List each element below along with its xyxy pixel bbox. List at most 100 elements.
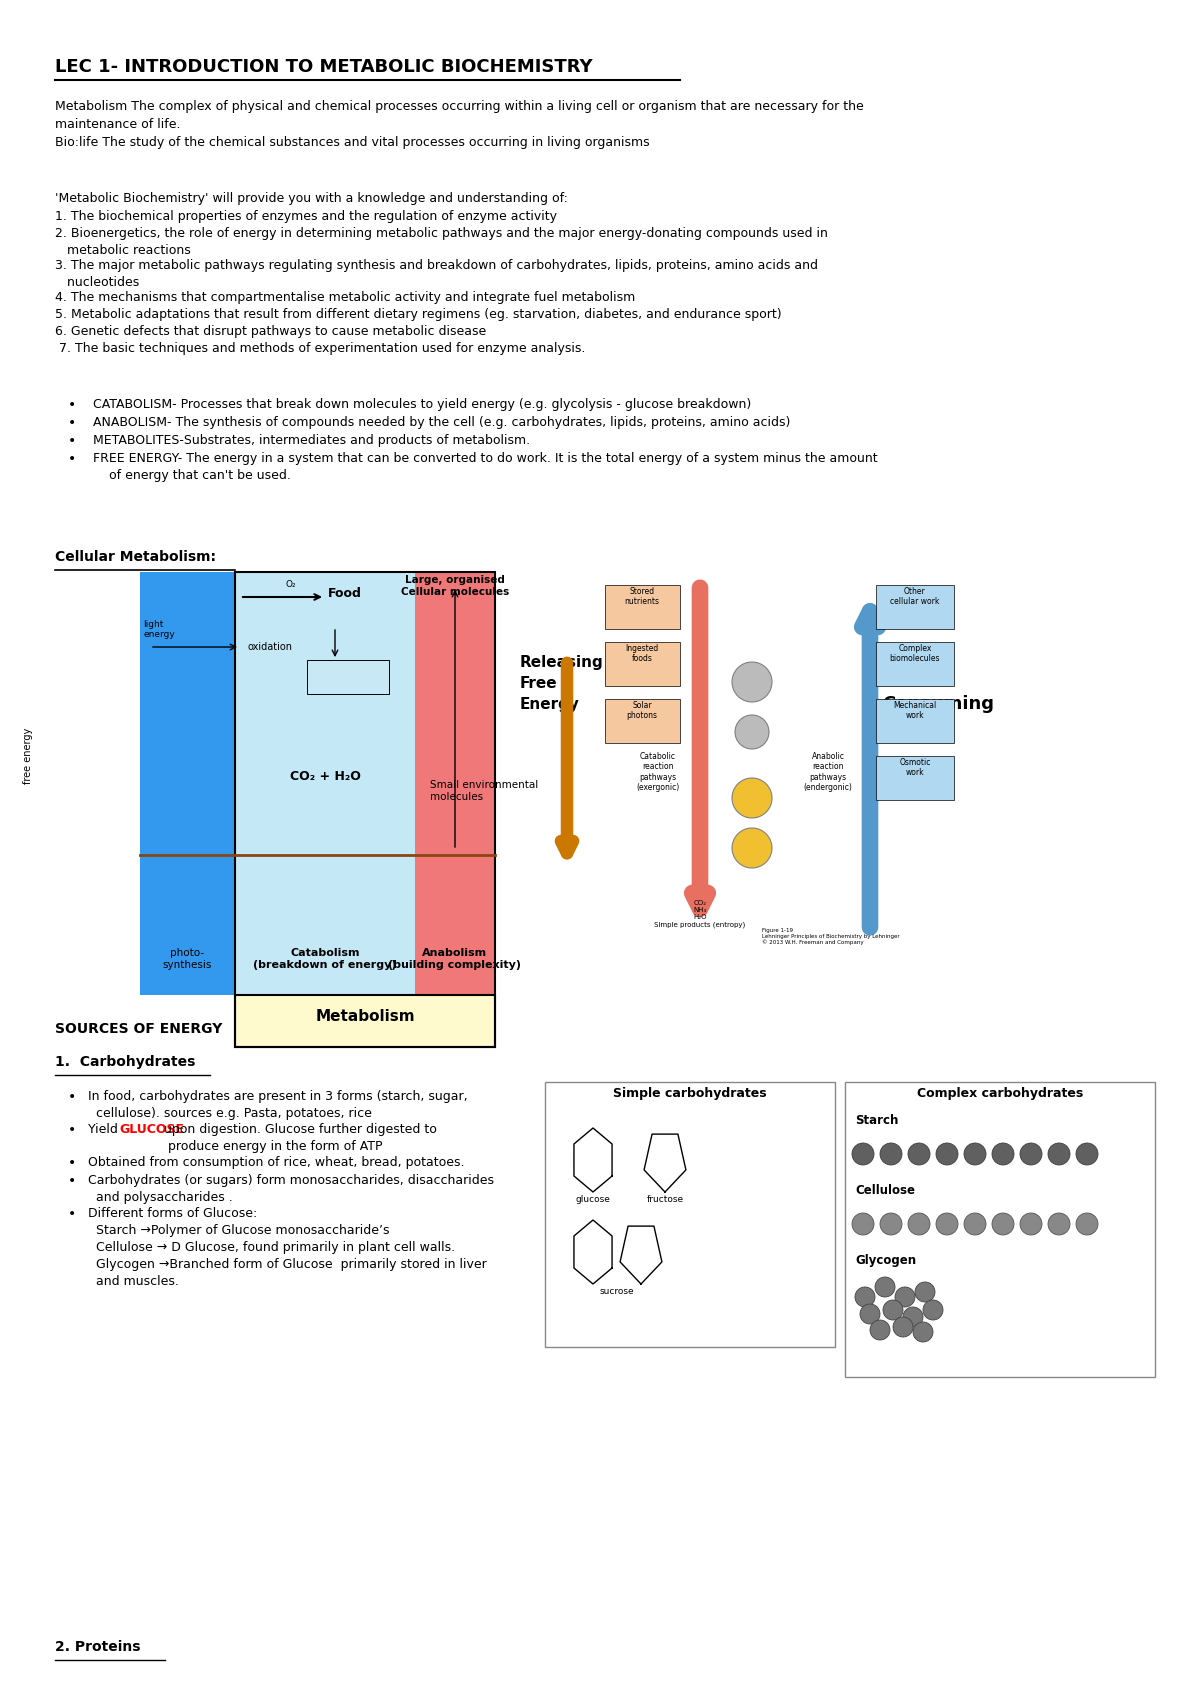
Circle shape [992, 1212, 1014, 1234]
Text: •: • [68, 1173, 77, 1189]
Bar [876, 642, 954, 686]
Text: Catabolism
(breakdown of energy): Catabolism (breakdown of energy) [253, 947, 397, 970]
Text: Carbohydrates (or sugars) form monosaccharides, disaccharides
  and polysacchari: Carbohydrates (or sugars) form monosacch… [88, 1173, 494, 1204]
Text: Simple carbohydrates: Simple carbohydrates [613, 1087, 767, 1100]
Text: NAD+/
+: NAD+/ + [742, 676, 763, 686]
Text: CO₂
NH₃
H₂O
Simple products (entropy): CO₂ NH₃ H₂O Simple products (entropy) [654, 900, 745, 927]
Text: Anabolic
reaction
pathways
(endergonic): Anabolic reaction pathways (endergonic) [804, 752, 852, 793]
Circle shape [908, 1212, 930, 1234]
Circle shape [880, 1212, 902, 1234]
Bar [876, 756, 954, 800]
Circle shape [936, 1143, 958, 1165]
Bar [545, 1082, 835, 1347]
Bar [235, 856, 415, 941]
Text: FREE ENERGY- The energy in a system that can be converted to do work. It is the : FREE ENERGY- The energy in a system that… [94, 452, 877, 482]
Text: •: • [68, 1122, 77, 1138]
Circle shape [883, 1301, 904, 1319]
Text: Starch: Starch [854, 1114, 899, 1127]
Text: Food: Food [328, 588, 362, 599]
Text: Osmotic
work: Osmotic work [899, 757, 931, 778]
Circle shape [732, 778, 772, 818]
Circle shape [1076, 1212, 1098, 1234]
Text: LEC 1- INTRODUCTION TO METABOLIC BIOCHEMISTRY: LEC 1- INTRODUCTION TO METABOLIC BIOCHEM… [55, 58, 593, 76]
Circle shape [1020, 1212, 1042, 1234]
Bar [235, 995, 496, 1048]
Bar [605, 586, 680, 628]
Text: Ingested
foods: Ingested foods [625, 644, 659, 664]
Text: oxidation: oxidation [247, 642, 292, 652]
Bar [235, 572, 496, 1048]
Text: Mechanical
work: Mechanical work [893, 701, 937, 720]
Bar [235, 572, 415, 645]
Text: Other
cellular work: Other cellular work [890, 588, 940, 606]
Circle shape [852, 1143, 874, 1165]
Circle shape [893, 1318, 913, 1336]
Text: •: • [68, 1090, 77, 1104]
Text: ATP: ATP [746, 791, 757, 796]
Text: Obtained from consumption of rice, wheat, bread, potatoes.: Obtained from consumption of rice, wheat… [88, 1156, 464, 1168]
Text: 5. Metabolic adaptations that result from different dietary regimens (eg. starva: 5. Metabolic adaptations that result fro… [55, 307, 781, 321]
Text: Chemical
energy: Chemical energy [329, 662, 367, 683]
Bar [876, 586, 954, 628]
Text: •: • [68, 452, 77, 465]
Circle shape [964, 1143, 986, 1165]
Text: 7. The basic techniques and methods of experimentation used for enzyme analysis.: 7. The basic techniques and methods of e… [55, 341, 586, 355]
Text: Metabolism: Metabolism [316, 1009, 415, 1024]
Text: Metabolism The complex of physical and chemical processes occurring within a liv: Metabolism The complex of physical and c… [55, 100, 864, 149]
Circle shape [936, 1212, 958, 1234]
Text: •: • [68, 397, 77, 413]
Text: •: • [68, 416, 77, 430]
Text: 1.  Carbohydrates: 1. Carbohydrates [55, 1054, 196, 1070]
Text: Releasing
Free
Energy: Releasing Free Energy [520, 655, 604, 711]
Bar [140, 572, 235, 941]
Circle shape [854, 1287, 875, 1307]
Circle shape [880, 1143, 902, 1165]
Text: NAD+/
PH: NAD+/ PH [742, 842, 763, 852]
Circle shape [904, 1307, 923, 1328]
Text: •: • [68, 1156, 77, 1170]
Text: ADP: ADP [745, 727, 758, 732]
Text: Catabolic
reaction
pathways
(exergonic): Catabolic reaction pathways (exergonic) [636, 752, 679, 793]
Text: 6. Genetic defects that disrupt pathways to cause metabolic disease: 6. Genetic defects that disrupt pathways… [55, 324, 486, 338]
Text: Large, organised
Cellular molecules: Large, organised Cellular molecules [401, 576, 509, 598]
Text: upon digestion. Glucose further digested to
  produce energy in the form of ATP: upon digestion. Glucose further digested… [160, 1122, 437, 1153]
Bar [415, 572, 496, 941]
Text: CATABOLISM- Processes that break down molecules to yield energy (e.g. glycolysis: CATABOLISM- Processes that break down mo… [94, 397, 751, 411]
Circle shape [732, 829, 772, 868]
Text: •: • [68, 1207, 77, 1221]
Circle shape [875, 1277, 895, 1297]
Text: Cellulose: Cellulose [854, 1184, 916, 1197]
Text: free energy: free energy [23, 728, 34, 784]
Text: 2. Proteins: 2. Proteins [55, 1640, 140, 1654]
Text: photo-
synthesis: photo- synthesis [162, 947, 211, 970]
Circle shape [734, 715, 769, 749]
Text: Small environmental
molecules: Small environmental molecules [430, 779, 539, 803]
Bar [235, 941, 415, 995]
Bar [140, 941, 235, 995]
Circle shape [1048, 1212, 1070, 1234]
Bar [605, 700, 680, 744]
Circle shape [1048, 1143, 1070, 1165]
Circle shape [923, 1301, 943, 1319]
Text: Different forms of Glucose:
  Starch →Polymer of Glucose monosaccharide’s
  Cell: Different forms of Glucose: Starch →Poly… [88, 1207, 487, 1289]
Text: Glycogen: Glycogen [854, 1255, 916, 1267]
Text: Stored
nutrients: Stored nutrients [624, 588, 660, 606]
Text: light
energy: light energy [143, 620, 175, 640]
Text: SOURCES OF ENERGY: SOURCES OF ENERGY [55, 1022, 222, 1036]
Text: fructose: fructose [647, 1195, 684, 1204]
Text: CO₂ + H₂O: CO₂ + H₂O [289, 769, 360, 783]
Text: Solar
photons: Solar photons [626, 701, 658, 720]
Circle shape [913, 1323, 934, 1341]
Text: Anabolism
(building complexity): Anabolism (building complexity) [389, 947, 522, 970]
Text: 'Metabolic Biochemistry' will provide you with a knowledge and understanding of:: 'Metabolic Biochemistry' will provide yo… [55, 192, 568, 205]
Bar [307, 661, 389, 694]
Text: GLUCOSE: GLUCOSE [119, 1122, 185, 1136]
Circle shape [908, 1143, 930, 1165]
Text: 4. The mechanisms that compartmentalise metabolic activity and integrate fuel me: 4. The mechanisms that compartmentalise … [55, 290, 635, 304]
Text: 1. The biochemical properties of enzymes and the regulation of enzyme activity: 1. The biochemical properties of enzymes… [55, 211, 557, 222]
Text: glucose: glucose [576, 1195, 611, 1204]
Circle shape [732, 662, 772, 701]
Text: O₂: O₂ [286, 581, 295, 589]
Bar [235, 645, 415, 856]
Text: Complex carbohydrates: Complex carbohydrates [917, 1087, 1084, 1100]
